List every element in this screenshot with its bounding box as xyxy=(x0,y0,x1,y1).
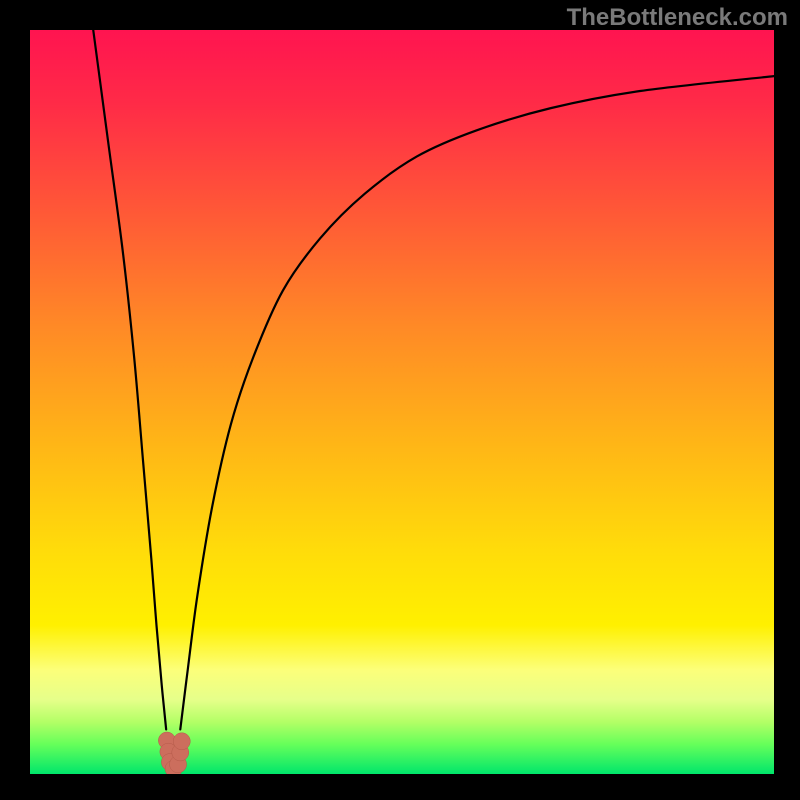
data-marker xyxy=(173,733,190,750)
chart-canvas: TheBottleneck.com xyxy=(0,0,800,800)
watermark-text: TheBottleneck.com xyxy=(567,4,788,32)
plot-area xyxy=(30,30,774,774)
gradient-background xyxy=(30,30,774,774)
